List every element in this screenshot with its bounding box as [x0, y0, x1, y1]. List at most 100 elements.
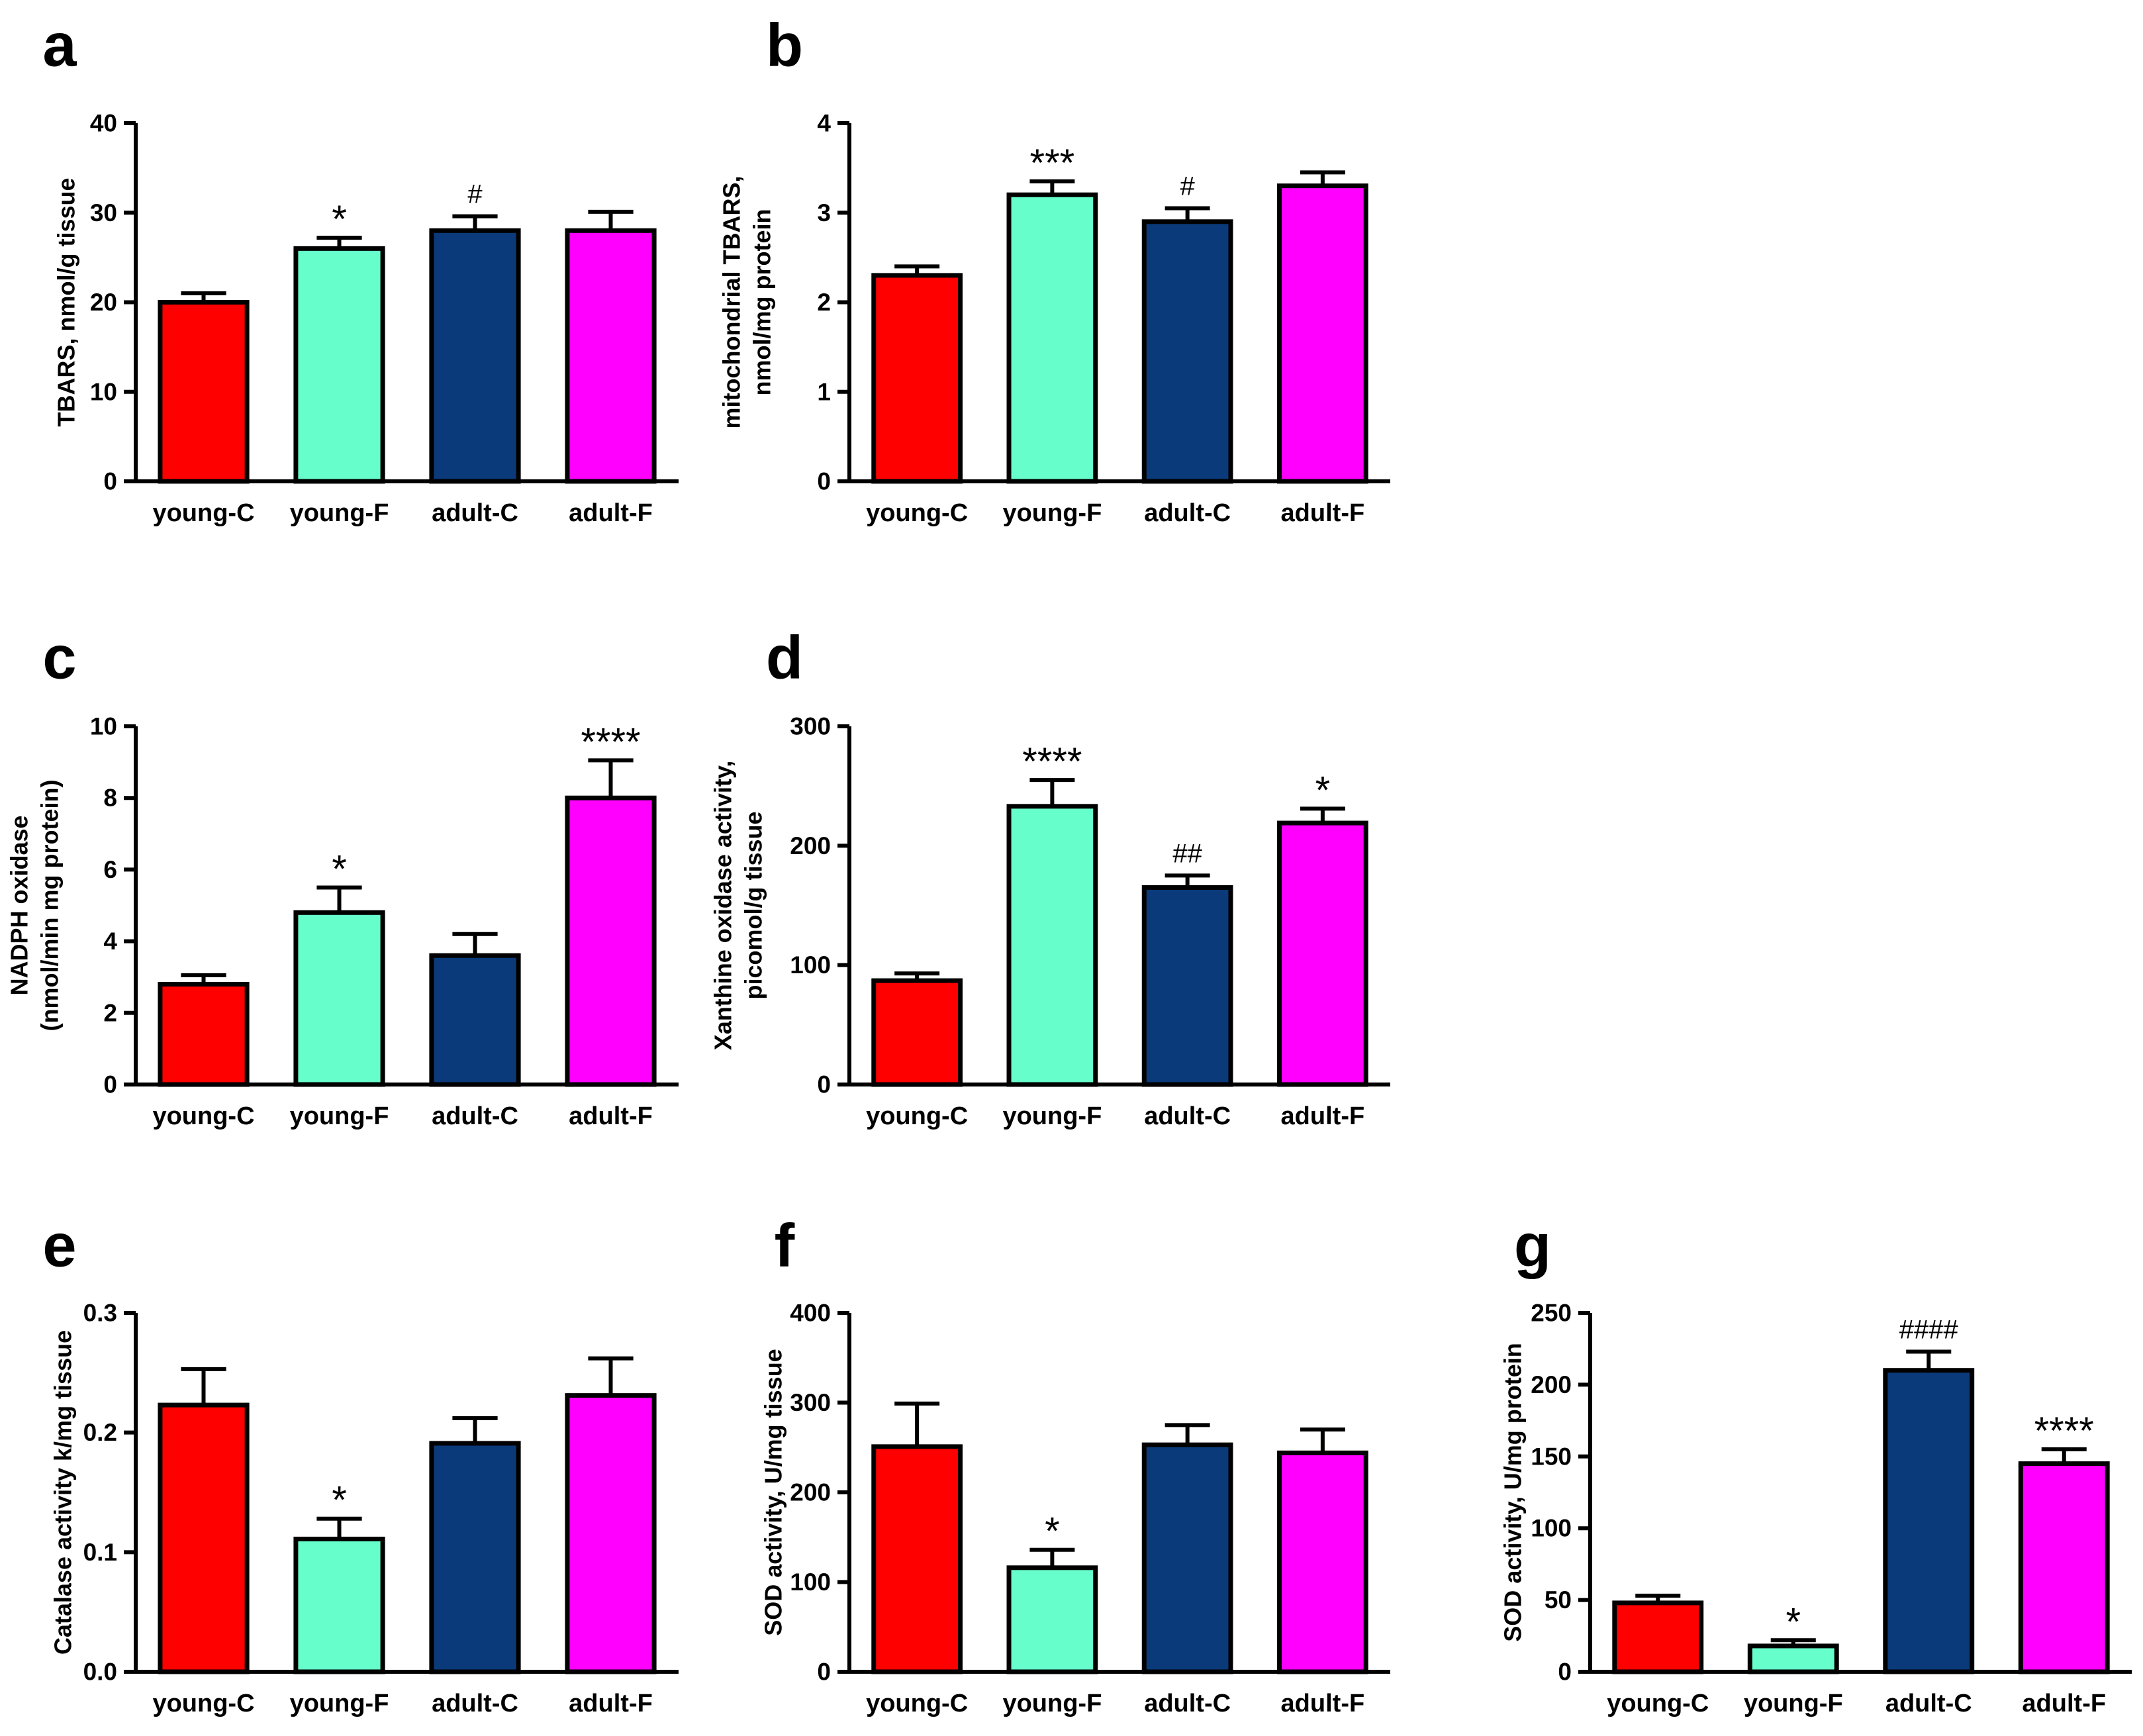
panel-a: a 0 10 20 30 40 TBARS, nmol/g tissue young-C you…: [42, 11, 679, 527]
bar-adult-C: [429, 1441, 521, 1674]
y-tick-label: 6: [103, 856, 117, 883]
significance-label: ##: [1172, 839, 1202, 868]
panel-b: b 0 1 2 3 4 mitochondrial TBARS, nmol/mg protei…: [718, 11, 1390, 527]
y-tick-label: 400: [790, 1300, 831, 1327]
significance-label: *: [1315, 769, 1331, 812]
y-tick-label: 4: [817, 110, 831, 137]
y-tick-label: 0: [817, 468, 831, 495]
bar-adult-C: [1883, 1368, 1975, 1674]
panel-letter: e: [42, 1212, 76, 1279]
x-tick-label: young-C: [152, 1102, 254, 1130]
bar-adult-C: [1141, 219, 1233, 484]
y-axis-label: mitochondrial TBARS,: [718, 175, 745, 428]
bar-young-F: [1006, 804, 1098, 1087]
y-tick-label: 3: [817, 199, 831, 226]
y-tick-label: 300: [790, 1389, 831, 1416]
y-axis-label: Xanthine oxidase activity,: [710, 761, 737, 1050]
y-tick-label: 300: [790, 713, 831, 740]
x-tick-label: adult-C: [432, 1690, 518, 1717]
bar-young-C: [871, 1444, 963, 1674]
bar-young-C: [871, 273, 963, 484]
y-axis-label: SOD activity, U/mg tissue: [760, 1349, 787, 1635]
bar-young-F: [1747, 1643, 1839, 1674]
x-tick-label: adult-F: [1281, 1690, 1365, 1717]
significance-label: *: [332, 847, 347, 891]
y-axis-label: Catalase activity k/mg tissue: [50, 1330, 77, 1655]
significance-label: ****: [1022, 740, 1082, 783]
x-tick-label: young-F: [1002, 1690, 1102, 1717]
x-tick-label: young-F: [1002, 1102, 1102, 1130]
panel-letter: g: [1514, 1212, 1551, 1279]
bar-adult-F: [1277, 1450, 1368, 1674]
panel-letter: a: [42, 11, 77, 79]
y-tick-label: 0.0: [83, 1659, 117, 1686]
y-tick-label: 200: [1531, 1371, 1572, 1398]
bar-young-C: [158, 982, 250, 1087]
x-tick-label: young-F: [290, 1690, 389, 1717]
y-axis-label: NADPH oxidase: [6, 815, 33, 995]
y-axis-label: SOD activity, U/mg protein: [1500, 1343, 1527, 1641]
bar-adult-C: [429, 228, 521, 484]
panel-letter: c: [42, 624, 76, 691]
significance-label: ****: [581, 720, 640, 763]
y-tick-label: 150: [1531, 1443, 1572, 1470]
y-tick-label: 0: [103, 468, 117, 495]
y-tick-label: 200: [790, 832, 831, 859]
bar-adult-C: [1141, 885, 1233, 1087]
y-tick-label: 1: [817, 378, 831, 405]
y-tick-label: 50: [1545, 1586, 1572, 1614]
bar-adult-F: [565, 228, 657, 484]
significance-label: ****: [2034, 1410, 2094, 1453]
significance-label: *: [332, 198, 347, 241]
y-axis-label: nmol/mg protein: [749, 209, 776, 396]
y-tick-label: 100: [790, 951, 831, 979]
significance-label: *: [332, 1479, 347, 1522]
y-axis-label: (nmol/min mg protein): [36, 780, 64, 1032]
x-tick-label: adult-F: [569, 1690, 653, 1717]
bar-young-F: [293, 910, 385, 1087]
x-tick-label: adult-C: [432, 499, 518, 527]
y-tick-label: 0.3: [83, 1300, 117, 1327]
x-tick-label: adult-F: [569, 499, 653, 527]
x-tick-label: young-C: [152, 1690, 254, 1717]
bar-adult-F: [1277, 820, 1368, 1087]
y-tick-label: 4: [103, 928, 117, 955]
y-axis-label: picomol/g tissue: [740, 811, 767, 999]
significance-label: ####: [1899, 1316, 1959, 1345]
y-tick-label: 10: [90, 713, 117, 740]
y-tick-label: 0.1: [83, 1539, 117, 1566]
x-tick-label: young-F: [1002, 499, 1102, 527]
x-tick-label: young-C: [1607, 1690, 1709, 1717]
y-tick-label: 0: [103, 1071, 117, 1098]
x-tick-label: adult-C: [1144, 1690, 1231, 1717]
bar-adult-F: [565, 795, 657, 1087]
significance-label: *: [1786, 1600, 1801, 1643]
panel-letter: f: [775, 1212, 795, 1279]
bar-adult-F: [2018, 1461, 2110, 1674]
x-tick-label: young-F: [290, 1102, 389, 1130]
y-tick-label: 250: [1531, 1300, 1572, 1327]
panel-d: d 0 100 200 300 Xanthine oxidase activity, pic…: [710, 624, 1390, 1130]
y-tick-label: 0: [817, 1071, 831, 1098]
y-tick-label: 30: [90, 199, 117, 226]
y-axis-label: TBARS, nmol/g tissue: [53, 177, 80, 426]
y-tick-label: 100: [790, 1568, 831, 1596]
y-tick-label: 20: [90, 289, 117, 316]
panel-letter: d: [766, 624, 803, 691]
x-tick-label: adult-F: [1281, 1102, 1365, 1130]
x-tick-label: young-C: [866, 499, 968, 527]
significance-label: #: [467, 180, 483, 209]
bar-adult-F: [1277, 183, 1368, 484]
x-tick-label: adult-F: [1281, 499, 1365, 527]
y-tick-label: 2: [817, 289, 831, 316]
x-tick-label: adult-C: [432, 1102, 518, 1130]
y-tick-label: 40: [90, 110, 117, 137]
bar-adult-C: [1141, 1442, 1233, 1674]
bar-adult-F: [565, 1393, 657, 1674]
bar-young-F: [1006, 1565, 1098, 1674]
bar-young-C: [871, 978, 963, 1087]
bar-young-F: [293, 246, 385, 484]
